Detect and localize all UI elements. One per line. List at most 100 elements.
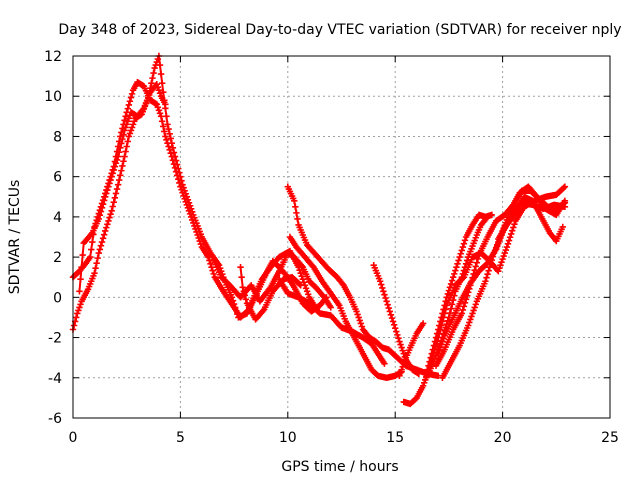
data-point-plus [291, 197, 298, 204]
data-point-plus [163, 136, 170, 143]
data-point-plus [299, 276, 307, 283]
data-point-plus [467, 316, 474, 323]
data-point-plus [500, 252, 507, 260]
data-point-plus [122, 148, 129, 155]
data-point-plus [436, 322, 443, 329]
data-point-plus [162, 101, 169, 108]
data-point-plus [103, 190, 110, 197]
x-tick-label: 10 [279, 430, 297, 446]
data-point-plus [379, 284, 386, 292]
data-point-plus [237, 263, 244, 271]
data-point-plus [178, 177, 185, 184]
y-tick-label: -6 [48, 411, 62, 427]
data-point-plus [128, 124, 136, 131]
data-point-plus [120, 131, 127, 138]
data-point-plus [77, 276, 84, 283]
data-point-plus [149, 74, 156, 82]
data-point-plus [357, 320, 365, 327]
data-point-plus [469, 274, 476, 281]
data-point-plus [392, 324, 399, 332]
series-arc-16 [495, 193, 566, 245]
data-point-plus [106, 214, 113, 221]
data-point-plus [385, 304, 392, 312]
data-point-plus [92, 264, 99, 272]
series-arc-1 [69, 78, 330, 321]
data-point-plus [294, 215, 301, 223]
data-point-plus [561, 183, 569, 190]
y-tick-label: 8 [53, 129, 62, 145]
data-point-plus [388, 314, 396, 322]
data-point-plus [470, 307, 477, 314]
data-point-plus [123, 143, 130, 150]
data-point-plus [378, 281, 385, 288]
data-point-plus [173, 161, 181, 168]
data-point-plus [181, 187, 188, 194]
data-point-plus [507, 230, 515, 238]
data-point-plus [111, 163, 119, 170]
data-point-plus [119, 162, 126, 170]
data-point-plus [166, 146, 173, 154]
y-tick-label: 2 [53, 250, 62, 266]
data-point-plus [560, 184, 568, 191]
data-point-plus [114, 181, 122, 188]
data-point-plus [206, 257, 213, 264]
series-arc-17 [432, 187, 569, 369]
data-point-plus [396, 338, 403, 345]
data-point-plus [113, 185, 121, 193]
data-point-plus [327, 304, 334, 311]
data-point-plus [117, 172, 124, 179]
data-point-plus [458, 247, 465, 254]
data-point-plus [233, 307, 240, 314]
data-point-plus [387, 311, 395, 318]
series-arc-8 [276, 276, 388, 367]
data-point-plus [446, 309, 454, 317]
data-point-plus [461, 237, 469, 244]
data-point-plus [380, 288, 387, 295]
data-point-plus [126, 98, 134, 105]
x-tick-label: 0 [69, 430, 78, 446]
data-point-plus [122, 124, 129, 131]
series-arc-14 [434, 199, 569, 357]
data-point-plus [125, 101, 133, 109]
data-point-plus [438, 314, 445, 321]
data-point-plus [97, 242, 105, 249]
data-point-plus [443, 294, 450, 301]
data-point-plus [503, 243, 511, 251]
data-point-plus [468, 313, 475, 320]
data-point-plus [207, 260, 214, 268]
data-point-plus [98, 204, 106, 212]
data-point-plus [444, 317, 452, 324]
data-point-plus [99, 235, 107, 242]
data-point-plus [259, 307, 267, 314]
data-point-plus [431, 338, 439, 345]
data-point-plus [448, 301, 456, 308]
data-point-plus [228, 294, 236, 301]
data-point-plus [96, 212, 104, 219]
data-point-plus [154, 104, 162, 111]
data-point-plus [559, 223, 566, 231]
data-point-plus [448, 277, 456, 284]
data-point-plus [451, 270, 458, 278]
data-point-plus [126, 130, 134, 137]
data-point-plus [303, 288, 311, 295]
data-point-plus [177, 173, 184, 180]
y-tick-label: 0 [53, 290, 62, 306]
data-point-plus [446, 284, 454, 291]
data-point-plus [112, 160, 120, 167]
data-point-plus [400, 350, 407, 357]
data-point-plus [75, 307, 82, 314]
data-point-plus [298, 262, 305, 270]
data-point-plus [472, 263, 479, 270]
data-point-plus [96, 246, 104, 253]
data-point-plus [502, 246, 510, 254]
data-point-plus [166, 130, 173, 137]
data-point-plus [88, 231, 95, 238]
data-point-plus [160, 89, 167, 96]
data-point-plus [239, 284, 246, 291]
data-point-plus [424, 366, 431, 373]
data-point-plus [172, 157, 180, 164]
data-point-plus [398, 344, 405, 351]
data-point-plus [382, 294, 389, 302]
data-point-plus [455, 257, 462, 264]
data-point-plus [155, 107, 163, 114]
